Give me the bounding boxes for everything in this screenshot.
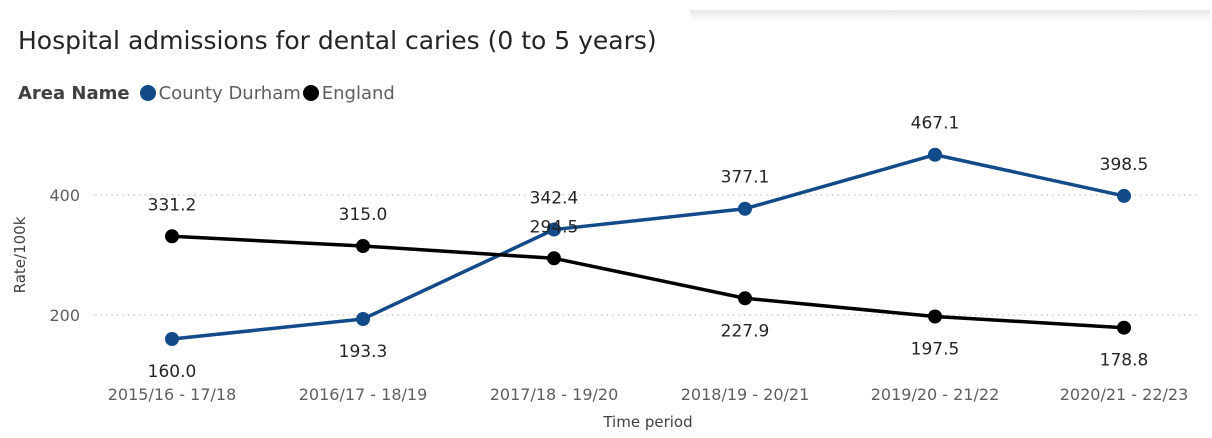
series-line-england bbox=[171, 234, 1125, 330]
legend-marker-county-durham bbox=[139, 85, 156, 101]
series-line-county-durham bbox=[171, 152, 1125, 341]
data-label-county-durham-4: 467.1 bbox=[911, 114, 960, 134]
x-tick-label-2019-20-21-22: 2019/20 - 21/22 bbox=[871, 385, 1000, 404]
data-label-england-0: 331.2 bbox=[148, 195, 197, 215]
data-label-england-2: 294.5 bbox=[530, 217, 579, 237]
data-label-county-durham-5: 398.5 bbox=[1100, 155, 1149, 175]
y-tick-label-200: 200 bbox=[49, 306, 80, 325]
data-point-england-0[interactable] bbox=[165, 229, 179, 244]
legend-title: Area Name bbox=[18, 82, 130, 104]
legend-marker-england bbox=[302, 85, 319, 101]
data-point-county-durham-4[interactable] bbox=[928, 147, 942, 162]
data-label-county-durham-0: 160.0 bbox=[148, 362, 197, 382]
data-point-county-durham-1[interactable] bbox=[356, 312, 370, 327]
chart-title: Hospital admissions for dental caries (0… bbox=[18, 26, 657, 55]
legend: Area Name County Durham England bbox=[18, 80, 397, 106]
x-tick-label-2015-16-17-18: 2015/16 - 17/18 bbox=[108, 385, 237, 404]
data-label-england-5: 178.8 bbox=[1100, 351, 1149, 371]
data-point-england-5[interactable] bbox=[1117, 320, 1131, 335]
data-label-england-3: 227.9 bbox=[721, 321, 770, 341]
legend-item-england[interactable]: England bbox=[302, 82, 395, 104]
x-tick-label-2017-18-19-20: 2017/18 - 19/20 bbox=[490, 385, 619, 404]
header-shadow bbox=[690, 10, 1210, 22]
x-tick-label-2016-17-18-19: 2016/17 - 18/19 bbox=[299, 385, 428, 404]
data-point-county-durham-2[interactable] bbox=[547, 222, 561, 237]
data-label-county-durham-3: 377.1 bbox=[721, 168, 770, 188]
x-tick-label-2020-21-22-23: 2020/21 - 22/23 bbox=[1060, 385, 1189, 404]
data-point-england-4[interactable] bbox=[928, 309, 942, 324]
data-label-england-4: 197.5 bbox=[911, 340, 960, 360]
y-axis-label: Rate/100k bbox=[11, 216, 29, 294]
x-axis-label: Time period bbox=[603, 413, 693, 431]
data-label-county-durham-1: 193.3 bbox=[339, 342, 388, 362]
y-tick-label-400: 400 bbox=[49, 186, 80, 205]
data-point-england-2[interactable] bbox=[547, 251, 561, 266]
legend-label-england: England bbox=[321, 82, 395, 104]
legend-item-county-durham[interactable]: County Durham bbox=[139, 82, 301, 104]
x-tick-label-2018-19-20-21: 2018/19 - 20/21 bbox=[681, 385, 810, 404]
data-label-england-1: 315.0 bbox=[339, 205, 388, 225]
data-point-england-1[interactable] bbox=[356, 239, 370, 253]
data-point-county-durham-3[interactable] bbox=[738, 201, 752, 216]
data-point-county-durham-0[interactable] bbox=[165, 332, 179, 346]
legend-label-county-durham: County Durham bbox=[158, 82, 301, 104]
data-label-county-durham-2: 342.4 bbox=[530, 189, 579, 209]
data-point-england-3[interactable] bbox=[738, 291, 752, 306]
data-point-county-durham-5[interactable] bbox=[1117, 188, 1131, 203]
